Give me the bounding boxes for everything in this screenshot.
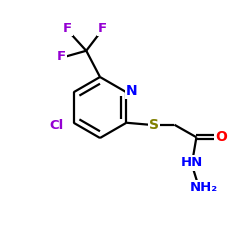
Text: F: F <box>57 50 66 63</box>
Text: O: O <box>216 130 227 144</box>
Text: Cl: Cl <box>49 119 63 132</box>
Text: NH₂: NH₂ <box>190 181 218 194</box>
Text: HN: HN <box>180 156 203 170</box>
Text: N: N <box>126 84 138 98</box>
Text: F: F <box>98 22 107 35</box>
Text: F: F <box>63 22 72 35</box>
Text: S: S <box>149 118 159 132</box>
